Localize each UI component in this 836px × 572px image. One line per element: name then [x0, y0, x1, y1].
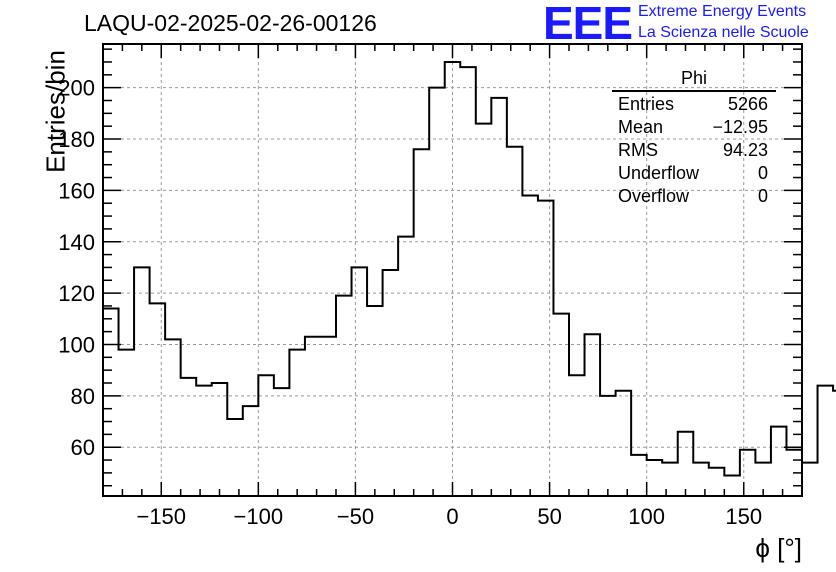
stats-row-underflow: Underflow 0 — [612, 163, 776, 186]
x-tick-label: 0 — [446, 504, 458, 529]
stats-value: −12.95 — [712, 117, 768, 137]
x-tick-label: −150 — [136, 504, 186, 529]
eee-logo: EEE — [543, 0, 633, 49]
stats-row-entries: Entries 5266 — [612, 94, 776, 117]
stats-label: RMS — [618, 140, 658, 160]
plot-frame — [102, 43, 803, 497]
stats-label: Overflow — [618, 186, 690, 206]
y-tick-label: 80 — [71, 384, 95, 409]
stats-box: Phi Entries 5266 Mean −12.95 RMS 94.23 U… — [612, 68, 776, 209]
stats-row-overflow: Overflow 0 — [612, 186, 776, 209]
y-tick-label: 160 — [58, 178, 95, 203]
x-tick-label: 100 — [628, 504, 665, 529]
chart-title: LAQU-02-2025-02-26-00126 — [84, 10, 377, 36]
stats-value: 0 — [757, 186, 768, 206]
stats-row-mean: Mean −12.95 — [612, 117, 776, 140]
stats-value: 94.23 — [722, 140, 768, 160]
y-tick-label: 60 — [71, 435, 95, 460]
logo-text-line1: Extreme Energy Events — [638, 3, 807, 20]
stats-label: Mean — [618, 117, 664, 137]
x-tick-label: −100 — [234, 504, 284, 529]
y-tick-label: 200 — [58, 76, 95, 101]
stats-value: 0 — [757, 163, 768, 183]
grid-lines — [103, 44, 802, 496]
stats-label: Entries — [618, 94, 675, 114]
x-tick-label: 150 — [725, 504, 762, 529]
stats-value: 5266 — [727, 94, 768, 114]
y-axis-label: Entries/bin — [40, 50, 71, 173]
y-tick-label: 100 — [58, 332, 95, 357]
histogram-step-line — [103, 60, 836, 477]
x-tick-label: 50 — [537, 504, 561, 529]
tick-labels: −150 −100 −50 0 50 100 150 60 80 100 120 140 160 180 2… — [58, 76, 762, 529]
y-tick-label: 180 — [58, 127, 95, 152]
y-tick-label: 140 — [58, 230, 95, 255]
y-tick-label: 120 — [58, 281, 95, 306]
x-axis-label: ϕ [°] — [755, 533, 802, 563]
stats-row-rms: RMS 94.23 — [612, 140, 776, 163]
stats-label: Underflow — [618, 163, 700, 183]
x-tick-label: −50 — [337, 504, 374, 529]
stats-title: Phi — [612, 68, 776, 92]
logo-text-line2: La Scienza nelle Scuole — [638, 24, 809, 41]
